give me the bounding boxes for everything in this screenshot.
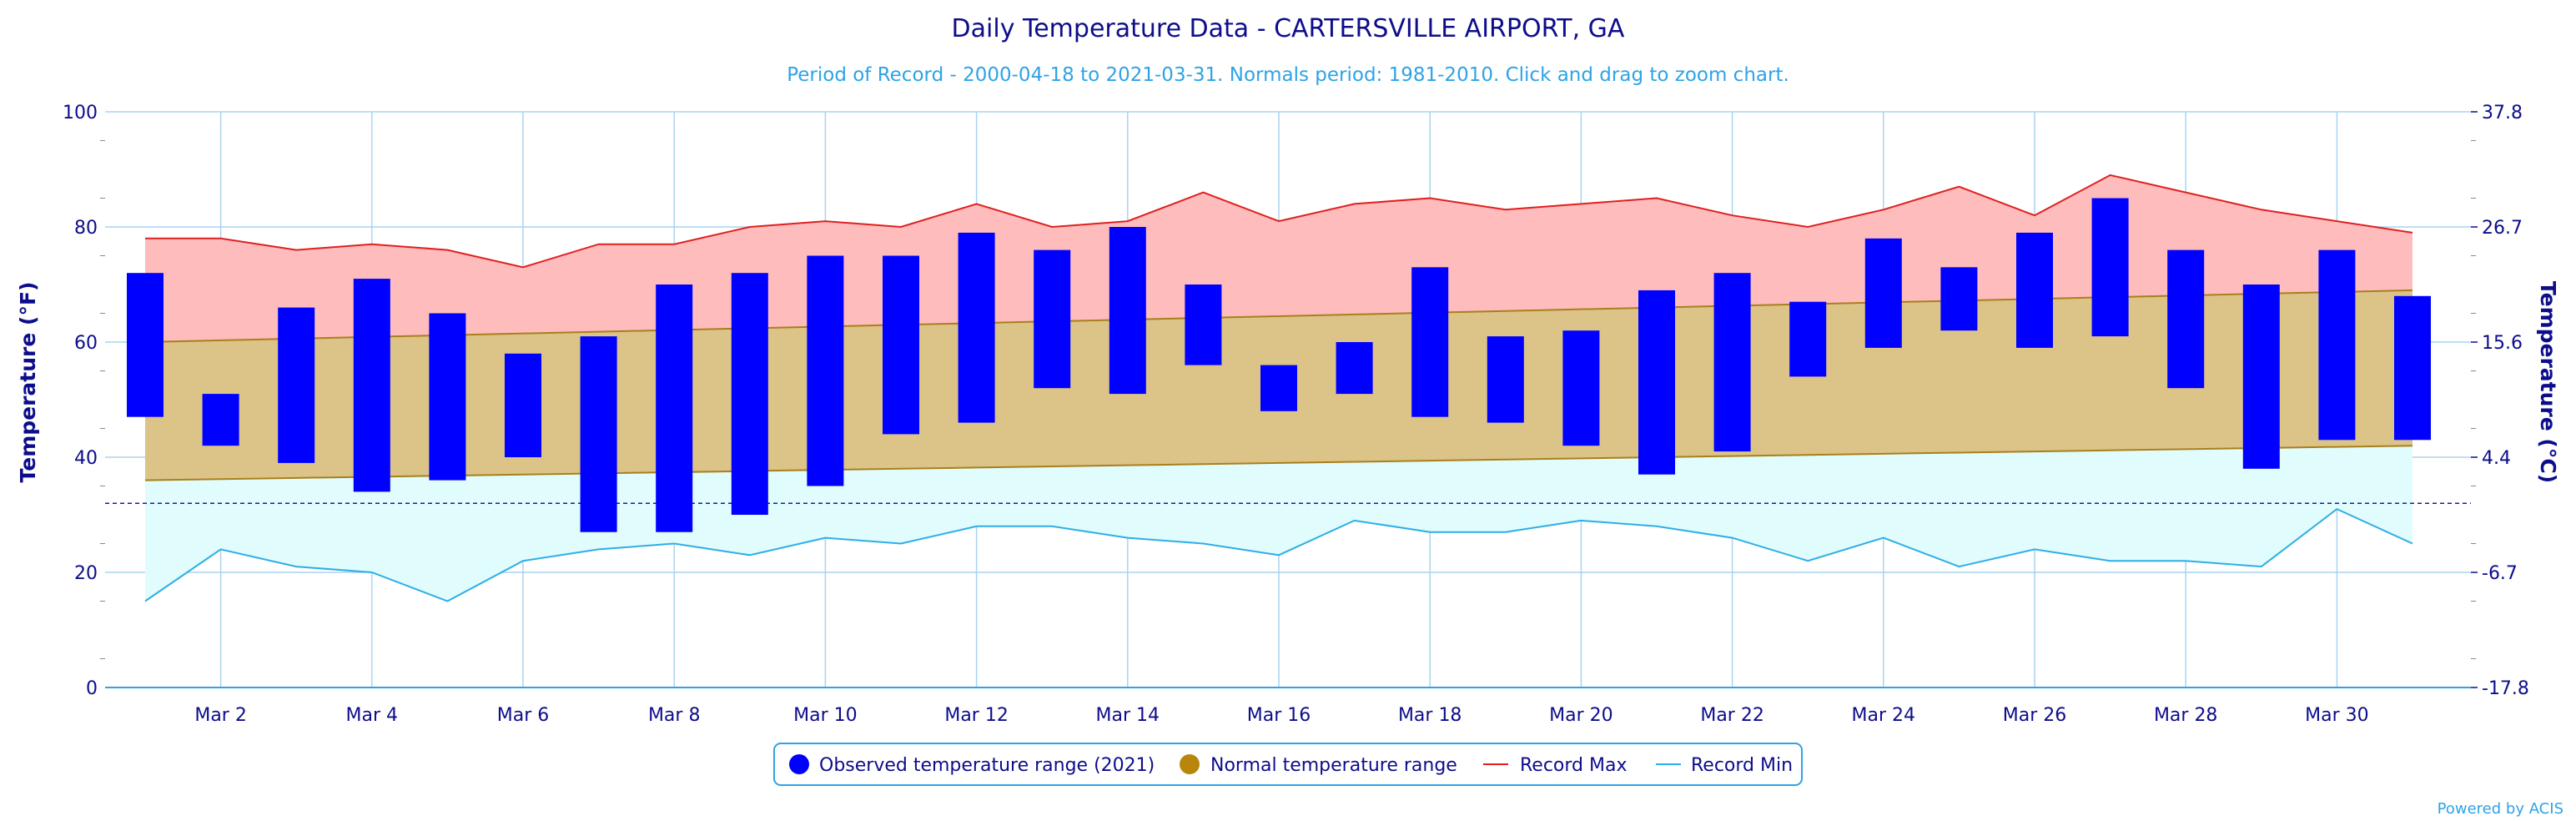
observed-bar[interactable] bbox=[656, 285, 693, 532]
observed-bar[interactable] bbox=[883, 255, 919, 435]
observed-bar[interactable] bbox=[958, 232, 995, 423]
powered-by-credit[interactable]: Powered by ACIS bbox=[2438, 800, 2563, 818]
record-min-band bbox=[145, 446, 2412, 602]
y-tick-right: 4.4 bbox=[2482, 448, 2511, 469]
y-tick-left: 20 bbox=[74, 563, 98, 584]
legend-item-observed[interactable]: Observed temperature range (2021) bbox=[789, 754, 1155, 776]
chart-title: Daily Temperature Data - CARTERSVILLE AI… bbox=[952, 14, 1625, 43]
legend-item-normal[interactable]: Normal temperature range bbox=[1180, 754, 1457, 776]
observed-bar[interactable] bbox=[580, 336, 617, 532]
observed-bar[interactable] bbox=[2016, 232, 2053, 348]
legend-normal-marker bbox=[1180, 754, 1200, 774]
x-tick-label: Mar 2 bbox=[194, 705, 247, 726]
y-tick-left: 100 bbox=[63, 103, 98, 123]
observed-bar[interactable] bbox=[1940, 267, 1978, 331]
observed-bar[interactable] bbox=[1411, 267, 1449, 417]
observed-bar[interactable] bbox=[1336, 342, 1373, 395]
legend-normal-label: Normal temperature range bbox=[1210, 755, 1457, 776]
observed-bar[interactable] bbox=[1109, 227, 1146, 395]
record-max-band bbox=[145, 174, 2412, 342]
observed-bar[interactable] bbox=[807, 255, 844, 486]
legend[interactable]: Observed temperature range (2021) Normal… bbox=[773, 743, 1803, 786]
observed-bar[interactable] bbox=[1638, 290, 1675, 475]
legend-box bbox=[773, 743, 1803, 786]
observed-bars bbox=[127, 198, 2431, 532]
legend-record-min-label: Record Min bbox=[1691, 755, 1793, 776]
observed-bar[interactable] bbox=[2167, 249, 2205, 389]
y-tick-left: 0 bbox=[86, 678, 98, 699]
observed-bar[interactable] bbox=[353, 279, 390, 492]
y-tick-left: 60 bbox=[74, 333, 98, 354]
observed-bar[interactable] bbox=[505, 353, 541, 457]
legend-observed-label: Observed temperature range (2021) bbox=[819, 755, 1155, 776]
y-tick-right: 15.6 bbox=[2482, 333, 2523, 354]
observed-bar[interactable] bbox=[1034, 249, 1071, 389]
observed-bar[interactable] bbox=[1260, 365, 1297, 411]
y-tick-left: 40 bbox=[74, 448, 98, 469]
x-tick-label: Mar 26 bbox=[2003, 705, 2067, 726]
x-tick-label: Mar 24 bbox=[1852, 705, 1916, 726]
y-axis-title-left: Temperature (°F) bbox=[16, 282, 40, 483]
observed-bar[interactable] bbox=[1713, 273, 1751, 452]
observed-bar[interactable] bbox=[278, 307, 315, 463]
observed-bar[interactable] bbox=[1487, 336, 1524, 423]
observed-bar[interactable] bbox=[1185, 285, 1222, 365]
x-tick-label: Mar 8 bbox=[648, 705, 701, 726]
observed-bar[interactable] bbox=[1789, 301, 1827, 377]
x-tick-label: Mar 16 bbox=[1247, 705, 1311, 726]
observed-bar[interactable] bbox=[1864, 238, 1902, 348]
x-tick-label: Mar 30 bbox=[2305, 705, 2369, 726]
observed-bar[interactable] bbox=[2242, 285, 2280, 469]
y-tick-left: 80 bbox=[74, 218, 98, 239]
record-min-line bbox=[144, 507, 2413, 602]
chart-subtitle: Period of Record - 2000-04-18 to 2021-03… bbox=[787, 64, 1789, 86]
observed-bar[interactable] bbox=[2394, 295, 2431, 441]
x-tick-label: Mar 22 bbox=[1700, 705, 1764, 726]
observed-bar[interactable] bbox=[1562, 330, 1600, 446]
axis-ticks: 0 -17.8 20 -6.7 40 4.4 60 15.6 80 26.7 100 37.8 Mar … bbox=[63, 103, 2529, 726]
legend-item-record-min[interactable]: Record Min bbox=[1656, 755, 1793, 776]
legend-record-max-label: Record Max bbox=[1520, 755, 1628, 776]
x-tick-label: Mar 14 bbox=[1096, 705, 1160, 726]
observed-bar[interactable] bbox=[731, 273, 768, 515]
x-tick-label: Mar 18 bbox=[1398, 705, 1462, 726]
observed-bar[interactable] bbox=[2318, 249, 2356, 441]
observed-bar[interactable] bbox=[429, 313, 466, 481]
observed-bar[interactable] bbox=[2091, 198, 2129, 337]
y-tick-right: -17.8 bbox=[2482, 678, 2529, 699]
record-max-line bbox=[145, 174, 2413, 269]
x-tick-label: Mar 12 bbox=[944, 705, 1009, 726]
x-tick-label: Mar 20 bbox=[1549, 705, 1613, 726]
normal-low-line bbox=[144, 445, 2413, 481]
x-tick-label: Mar 10 bbox=[793, 705, 858, 726]
observed-bar[interactable] bbox=[202, 394, 239, 446]
x-tick-label: Mar 4 bbox=[346, 705, 399, 726]
observed-bar[interactable] bbox=[127, 273, 164, 417]
y-tick-right: 37.8 bbox=[2482, 103, 2523, 123]
x-tick-label: Mar 6 bbox=[497, 705, 550, 726]
legend-observed-marker bbox=[789, 754, 809, 774]
legend-item-record-max[interactable]: Record Max bbox=[1483, 755, 1628, 776]
y-tick-right: 26.7 bbox=[2482, 218, 2523, 239]
y-axis-title-right: Temperature (°C) bbox=[2536, 281, 2560, 483]
y-tick-right: -6.7 bbox=[2482, 563, 2518, 584]
x-tick-label: Mar 28 bbox=[2154, 705, 2218, 726]
